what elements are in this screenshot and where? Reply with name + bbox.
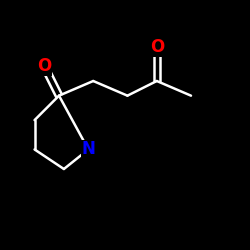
Text: O: O — [150, 38, 164, 56]
Text: N: N — [82, 140, 95, 158]
Text: O: O — [37, 57, 52, 75]
